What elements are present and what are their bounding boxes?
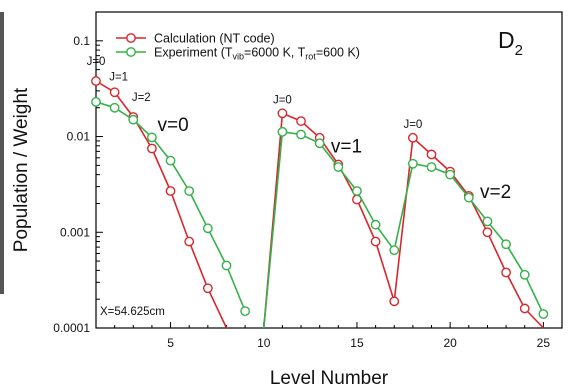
- legend-label-part: =6000 K, T: [244, 46, 306, 60]
- annotation: v=0: [158, 115, 189, 136]
- data-point: [277, 108, 288, 119]
- data-point: [277, 126, 288, 137]
- legend-item: Experiment (Tvib=6000 K, Trot=600 K): [116, 46, 360, 62]
- series-experiment: [91, 97, 549, 329]
- data-point: [184, 186, 195, 196]
- annotation: X=54.625cm: [100, 306, 165, 318]
- data-point: [128, 114, 139, 125]
- y-tick-label: 0.0001: [53, 321, 90, 335]
- plot-border: [95, 11, 563, 329]
- data-point: [165, 186, 176, 196]
- legend-label-part: Experiment (T: [154, 46, 233, 60]
- data-point: [389, 245, 400, 256]
- data-point: [147, 143, 157, 154]
- x-tick-label: 20: [443, 336, 457, 350]
- species-subscript: 2: [515, 42, 523, 59]
- series-layer: [91, 76, 549, 329]
- x-tick-label: 10: [257, 336, 271, 350]
- y-tick-label: 0.001: [60, 225, 90, 239]
- data-point: [501, 267, 511, 278]
- data-point: [165, 155, 176, 166]
- data-point: [370, 219, 381, 230]
- y-tick-label: 0.01: [67, 130, 91, 144]
- legend-item: Calculation (NT code): [116, 32, 275, 46]
- data-point: [463, 192, 474, 203]
- data-point: [519, 303, 530, 314]
- left-edge-bar: [0, 12, 4, 294]
- axis-ticks: 5 10 15 20 25 0.0001 0.001 0.01 0.1: [53, 11, 563, 350]
- annotation: J=0: [403, 119, 422, 131]
- annotation: v=2: [480, 182, 511, 203]
- plot-area: [95, 11, 563, 329]
- data-point: [91, 76, 101, 86]
- annotation-layer: J=0J=1J=2v=0J=0v=1J=0v=2X=54.625cm: [87, 56, 512, 318]
- data-point: [501, 239, 511, 250]
- x-tick-label: 5: [167, 336, 174, 350]
- data-point: [389, 296, 400, 307]
- y-axis-title: Population / Weight: [11, 87, 32, 252]
- data-point: [296, 129, 306, 140]
- data-point: [91, 97, 101, 107]
- legend-label-subscript: rot: [305, 52, 316, 62]
- data-point: [109, 102, 120, 113]
- data-point: [370, 236, 381, 247]
- x-tick-label: 25: [537, 336, 551, 350]
- data-point: [296, 116, 306, 126]
- data-point: [519, 269, 530, 280]
- y-tick-label: 0.1: [73, 34, 90, 48]
- data-point: [538, 309, 549, 319]
- data-point: [352, 186, 362, 196]
- x-tick-label: 15: [350, 336, 364, 350]
- x-axis-title: Level Number: [270, 368, 389, 389]
- legend-label: Calculation (NT code): [154, 32, 275, 46]
- data-point: [240, 306, 251, 317]
- legend-label-subscript: vib: [233, 52, 245, 62]
- annotation: J=2: [132, 92, 151, 104]
- data-point: [202, 283, 213, 294]
- annotation: v=1: [331, 136, 362, 157]
- data-point: [314, 138, 325, 149]
- data-point: [407, 158, 418, 169]
- data-point: [109, 87, 120, 98]
- data-point: [426, 149, 437, 160]
- series-line: [263, 112, 544, 329]
- series-line: [263, 131, 545, 329]
- data-point: [221, 260, 232, 271]
- data-point: [147, 132, 157, 143]
- data-point: [482, 227, 493, 238]
- legend-label: Experiment (Tvib=6000 K, Trot=600 K): [154, 46, 360, 62]
- data-point: [482, 216, 493, 227]
- data-point: [202, 223, 213, 234]
- data-point: [426, 162, 437, 172]
- data-point: [445, 169, 456, 180]
- data-point: [184, 236, 195, 247]
- legend: Calculation (NT code)Experiment (Tvib=60…: [116, 32, 360, 62]
- annotation: J=0: [273, 94, 292, 106]
- data-point: [333, 162, 344, 172]
- species-prefix: D: [498, 27, 515, 53]
- data-point: [407, 132, 418, 143]
- annotation: J=1: [109, 71, 128, 83]
- legend-swatch-marker: [126, 47, 136, 57]
- legend-label-part: =600 K): [316, 46, 360, 60]
- legend-swatch-marker: [126, 33, 136, 43]
- annotation: J=0: [87, 56, 106, 68]
- series-line: [95, 80, 228, 329]
- species-label: D2: [498, 27, 523, 59]
